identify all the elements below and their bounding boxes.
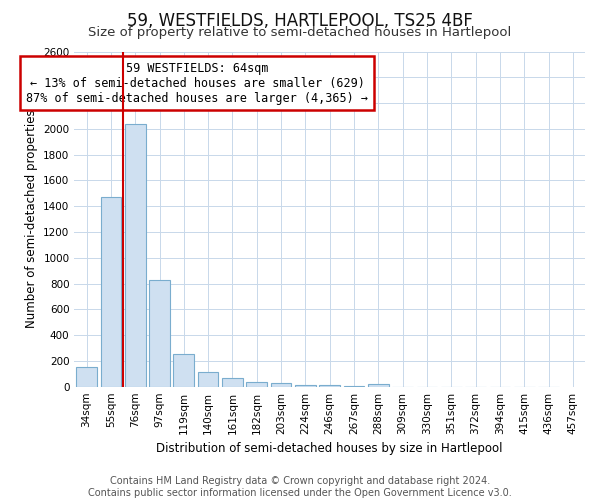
Text: 59 WESTFIELDS: 64sqm
← 13% of semi-detached houses are smaller (629)
87% of semi: 59 WESTFIELDS: 64sqm ← 13% of semi-detac… — [26, 62, 368, 104]
Text: Size of property relative to semi-detached houses in Hartlepool: Size of property relative to semi-detach… — [88, 26, 512, 39]
Bar — [222, 378, 243, 386]
Text: 59, WESTFIELDS, HARTLEPOOL, TS25 4BF: 59, WESTFIELDS, HARTLEPOOL, TS25 4BF — [127, 12, 473, 30]
Bar — [76, 366, 97, 386]
Bar — [149, 280, 170, 386]
Bar — [173, 354, 194, 386]
Bar — [101, 197, 121, 386]
Y-axis label: Number of semi-detached properties: Number of semi-detached properties — [25, 110, 38, 328]
Bar — [271, 384, 292, 386]
Text: Contains HM Land Registry data © Crown copyright and database right 2024.
Contai: Contains HM Land Registry data © Crown c… — [88, 476, 512, 498]
Bar — [247, 382, 267, 386]
Bar — [198, 372, 218, 386]
X-axis label: Distribution of semi-detached houses by size in Hartlepool: Distribution of semi-detached houses by … — [157, 442, 503, 455]
Bar — [368, 384, 389, 386]
Bar — [125, 124, 146, 386]
